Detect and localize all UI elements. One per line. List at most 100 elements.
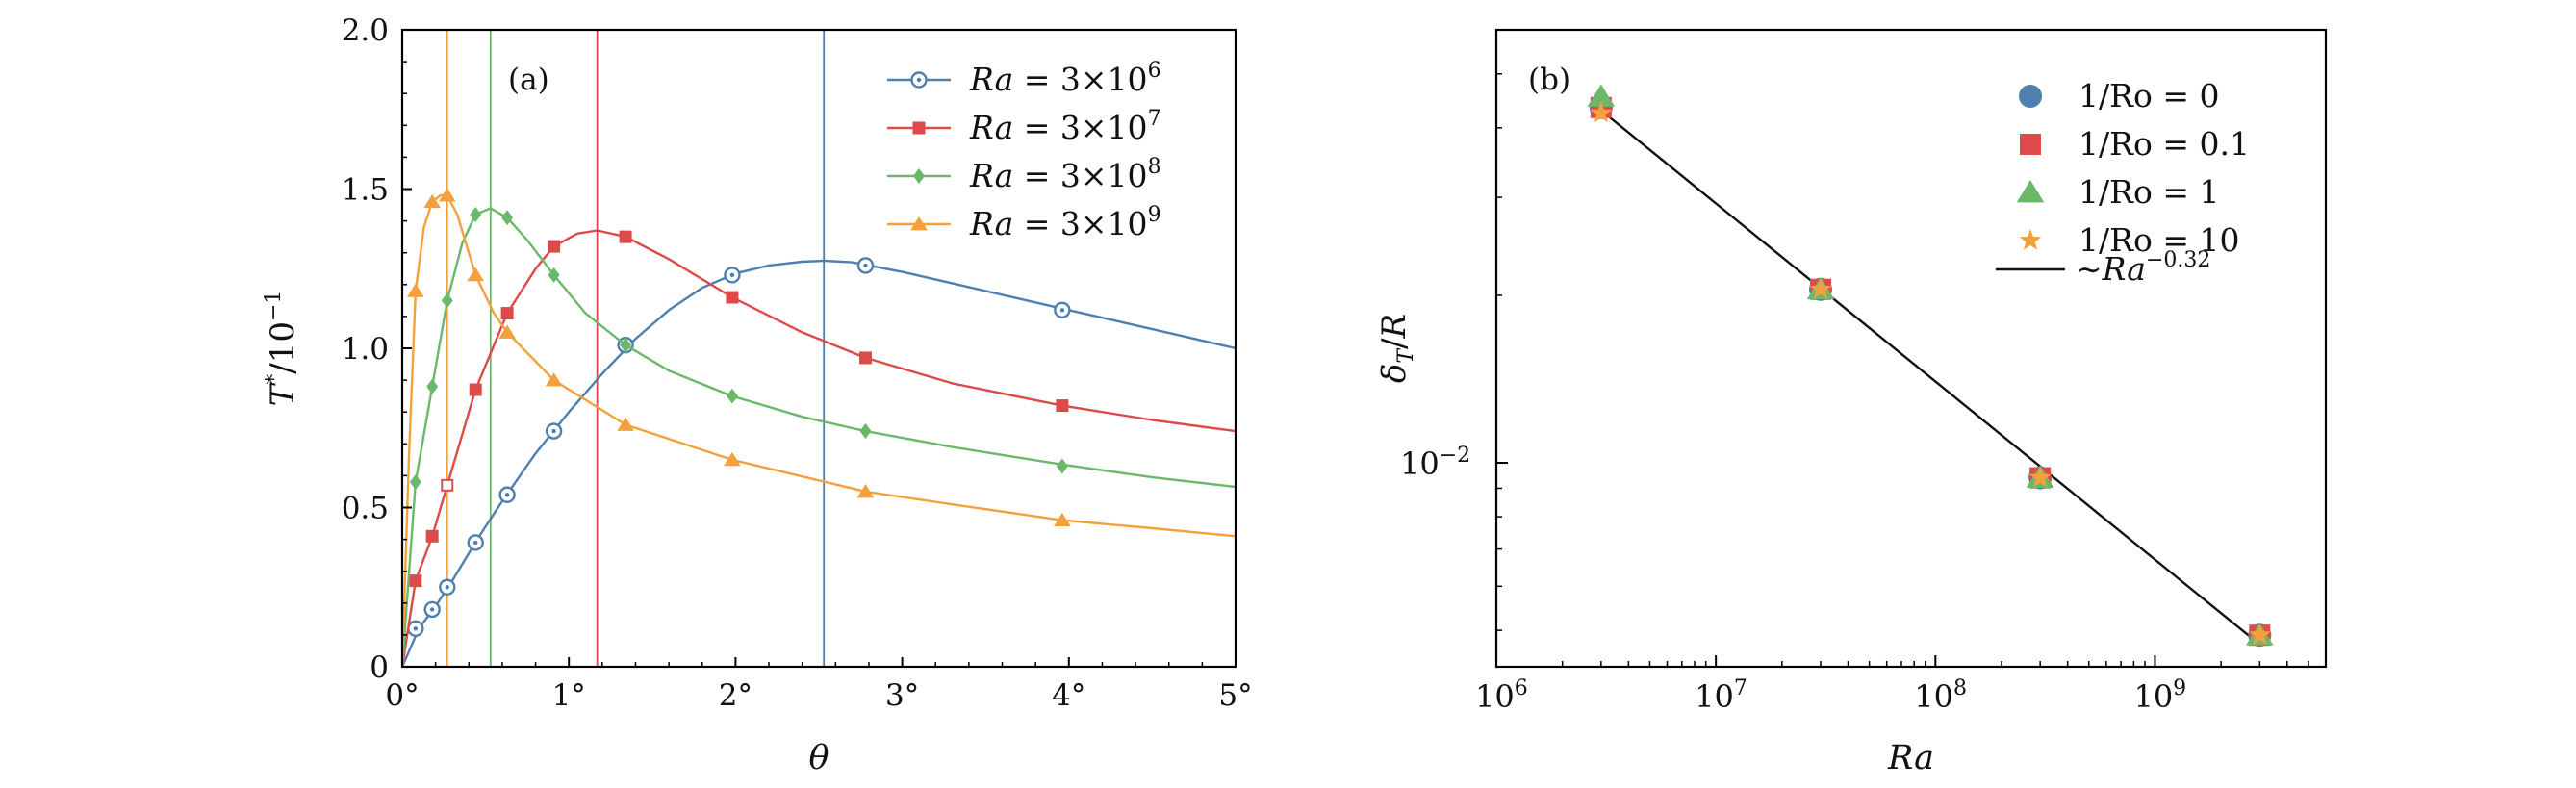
- a-point-3-7: [724, 451, 741, 467]
- b-point-3-1: [1809, 277, 1832, 299]
- b-legend-label-0: 1/Ro = 0: [2079, 77, 2219, 114]
- a-ytick-label-0: 0: [370, 650, 389, 685]
- a-legend-marker-0: [910, 71, 928, 89]
- b-y-axis-label: δT/R: [1375, 314, 1418, 383]
- a-point-2-6: [620, 337, 632, 353]
- a-xtick-label-0: 0°: [385, 678, 419, 713]
- a-point-1-6: [726, 291, 739, 304]
- a-point-1-8: [1056, 399, 1069, 413]
- a-point-0-7: [724, 267, 741, 284]
- a-ytick-label-4: 2.0: [342, 13, 389, 48]
- a-point-0-2-dot: [445, 585, 449, 590]
- a-point-1-4: [548, 240, 561, 253]
- a-point-2-2: [441, 292, 453, 309]
- a-point-0-8: [856, 257, 875, 274]
- a-series-line-1: [402, 229, 1236, 667]
- a-point-1-0: [409, 574, 422, 588]
- a-panel-label: (a): [508, 63, 549, 97]
- a-legend-label-3: Ra = 3×109: [969, 203, 1161, 242]
- a-point-0-3: [467, 534, 484, 551]
- a-point-0-8-dot: [863, 263, 868, 268]
- a-ytick-label-2: 1.0: [342, 332, 389, 367]
- a-point-0-0: [407, 620, 424, 637]
- a-point-0-7-dot: [729, 272, 735, 278]
- a-legend-marker-3: [910, 216, 928, 231]
- a-point-3-5: [545, 372, 563, 387]
- a-ytick-label-1: 0.5: [342, 492, 389, 526]
- panel-a: 0° 1° 2° 3° 4° 5°00.51.01.52.0 (a) θ T*/10−1 …: [262, 13, 1253, 777]
- b-x-axis-label: Ra: [1887, 739, 1934, 777]
- a-point-2-1: [426, 378, 439, 394]
- b-xtick-label-3: 109: [2133, 676, 2186, 715]
- a-point-1-2: [469, 383, 482, 396]
- b-legend-marker-2: [2016, 180, 2045, 203]
- a-point-1-3: [500, 307, 514, 320]
- a-series-line-0: [402, 259, 1236, 667]
- b-axis-ticks: 106 107 108 109 10−2: [1400, 29, 2327, 715]
- a-point-0-4-dot: [504, 493, 510, 497]
- a-ytick-label-3: 1.5: [342, 173, 389, 208]
- b-panel-label: (b): [1528, 63, 1570, 97]
- a-y-axis-label: T*/10−1: [262, 291, 302, 407]
- b-point-3-0: [1590, 101, 1613, 123]
- b-point-3-2: [2028, 466, 2052, 488]
- b-xtick-label-0: 106: [1475, 676, 1528, 715]
- a-point-2-4: [501, 210, 514, 226]
- a-point-1-1: [425, 529, 439, 543]
- a-xtick-label-1: 1°: [552, 678, 586, 713]
- a-point-1-7: [858, 351, 872, 365]
- a-point-0-9: [1054, 301, 1071, 318]
- a-legend-marker-0-dot: [916, 77, 922, 83]
- a-point-3-2: [438, 188, 456, 202]
- a-legend-marker-1: [912, 121, 926, 135]
- a-point-0-4: [498, 486, 516, 503]
- a-series-line-3: [402, 193, 1236, 667]
- a-point-0-9-dot: [1059, 308, 1065, 313]
- a-xtick-label-5: 5°: [1218, 678, 1252, 713]
- b-fit-line: [1600, 109, 2261, 646]
- a-point-3-9: [1054, 512, 1071, 527]
- a-point-3-8: [856, 483, 875, 498]
- a-legend-label-0: Ra = 3×106: [969, 59, 1161, 98]
- a-series-line-2: [402, 207, 1236, 667]
- a-point-2-7: [726, 388, 738, 404]
- a-point-0-1: [423, 600, 441, 619]
- b-ytick-label-0: 10−2: [1400, 444, 1470, 482]
- a-point-3-1: [423, 193, 441, 209]
- a-point-0-3-dot: [473, 540, 478, 546]
- b-plot-area: [1587, 84, 2274, 648]
- a-point-0-2: [439, 578, 456, 596]
- b-xtick-label-2: 108: [1914, 676, 1967, 715]
- b-legend-label-3: 1/Ro = 10: [2079, 221, 2239, 259]
- b-legend-marker-1: [2020, 134, 2041, 155]
- a-point-0-5-dot: [551, 428, 556, 434]
- a-point-1-5: [619, 230, 632, 243]
- a-plot-area: [402, 30, 1236, 667]
- a-point-2-3: [470, 206, 482, 222]
- a-xtick-label-3: 3°: [885, 678, 919, 713]
- a-point-2-5: [548, 267, 560, 283]
- b-legend-marker-0: [2019, 85, 2042, 108]
- a-axis-ticks: 0° 1° 2° 3° 4° 5° 0 0.5 1.0 1.5 2.0: [342, 13, 1253, 713]
- a-xtick-label-2: 2°: [719, 678, 752, 713]
- b-legend-fit-label: ∼Ra−0.32: [2076, 248, 2210, 288]
- b-point-2-0: [1587, 84, 1616, 107]
- b-legend-label-1: 1/Ro = 0.1: [2079, 125, 2250, 163]
- a-point-0-5: [545, 422, 563, 440]
- a-point-3-0: [407, 283, 424, 297]
- a-legend: Ra = 3×106 Ra = 3×107 Ra = 3×108 Ra = 3×109: [887, 59, 1161, 242]
- b-legend: 1/Ro = 0 1/Ro = 0.1 1/Ro = 1 1/Ro = 10∼Ra−0…: [1996, 77, 2250, 288]
- a-point-3-3: [467, 267, 485, 282]
- a-xtick-label-4: 4°: [1052, 678, 1085, 713]
- a-open-point-1-0: [441, 478, 454, 492]
- a-legend-label-1: Ra = 3×107: [969, 107, 1161, 146]
- a-point-3-4: [498, 324, 516, 339]
- a-point-2-9: [1056, 458, 1068, 474]
- b-legend-label-2: 1/Ro = 1: [2079, 173, 2219, 211]
- a-point-0-1-dot: [429, 607, 435, 612]
- b-plot-frame: [1494, 28, 2328, 669]
- a-x-axis-label: θ: [808, 739, 829, 777]
- b-point-3-3: [2248, 623, 2271, 645]
